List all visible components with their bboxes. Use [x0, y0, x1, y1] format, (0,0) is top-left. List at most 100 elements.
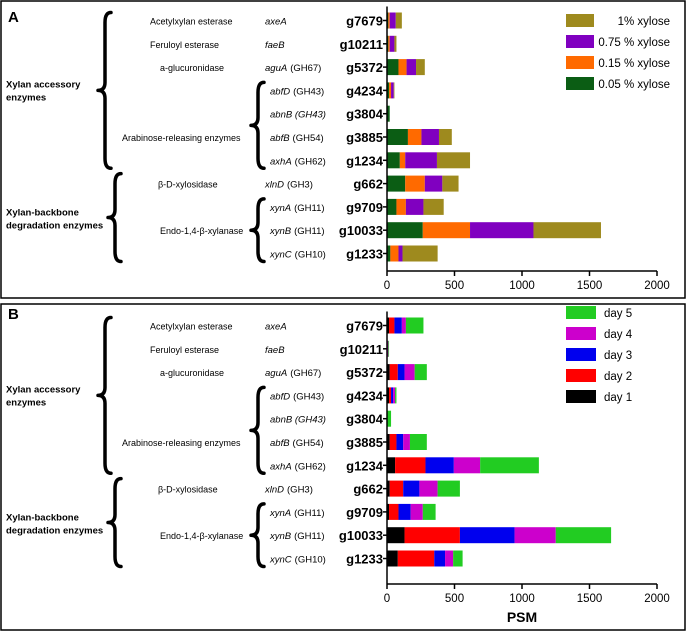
bar-segment — [402, 245, 438, 262]
group-label: enzymes — [6, 92, 46, 103]
gene-label: abfD (GH43) — [270, 86, 324, 97]
x-tick-label: 2000 — [644, 593, 670, 605]
legend-label: day 2 — [604, 371, 632, 383]
bar-segment — [398, 503, 411, 520]
legend-swatch — [566, 77, 594, 90]
backbone-brace — [106, 476, 123, 569]
gh-label: (GH62) — [295, 461, 326, 472]
gene-id-label: g10211 — [340, 342, 383, 357]
bar-segment — [403, 480, 420, 497]
bar-segment — [453, 550, 463, 567]
bar-segment — [395, 12, 402, 29]
bar-segment — [387, 245, 391, 262]
bar-segment — [387, 222, 423, 239]
bar-segment — [404, 527, 460, 544]
bar-segment — [459, 527, 515, 544]
legend-label: 0.05 % xylose — [598, 79, 670, 91]
gene-id-label: g1233 — [346, 247, 383, 262]
gene-label: xynB (GH11) — [269, 226, 325, 237]
enzyme-label: Arabinose-releasing enzymes — [122, 133, 241, 143]
bar-segment — [422, 503, 436, 520]
gh-label: (GH67) — [290, 63, 321, 74]
gh-label: (GH67) — [290, 368, 321, 379]
group-label: Xylan-backbone — [6, 208, 79, 219]
bar-segment — [387, 129, 408, 145]
gene-label: abnB (GH43) — [270, 110, 326, 121]
gene-label: aguA (GH67) — [265, 368, 321, 379]
bar-segment — [387, 550, 398, 567]
legend-swatch — [566, 56, 594, 69]
bar-segment — [397, 550, 435, 567]
gh-label: (GH43) — [293, 86, 324, 97]
bar-segment — [405, 317, 424, 334]
gene-id-label: g9709 — [346, 505, 383, 520]
bar-segment — [480, 457, 539, 474]
legend-label: day 5 — [604, 308, 632, 320]
bar-segment — [453, 457, 481, 474]
bar-segment — [388, 35, 390, 52]
bar-segment — [405, 198, 424, 215]
bar-segment — [445, 550, 454, 567]
group-label: Xylan accessory — [6, 384, 81, 395]
legend-swatch — [566, 35, 594, 48]
bar-segment — [434, 550, 446, 567]
gene-id-label: g662 — [353, 177, 383, 192]
legend-label: 1% xylose — [618, 16, 670, 28]
legend-swatch — [566, 369, 596, 382]
bar-segment — [405, 175, 425, 192]
gene-id-label: g3804 — [346, 107, 384, 122]
legend-swatch — [566, 306, 596, 319]
bar-segment — [387, 364, 390, 381]
gene-id-label: g4234 — [346, 388, 384, 403]
enzyme-label: Acetylxylan esterase — [150, 17, 233, 27]
group-label: Xylan accessory — [6, 79, 81, 90]
group-label: Xylan-backbone — [6, 513, 79, 524]
x-tick-label: 1000 — [509, 280, 535, 292]
group-label: degradation enzymes — [6, 221, 103, 232]
enzyme-label: β-D-xylosidase — [158, 180, 218, 190]
legend-label: 0.75 % xylose — [598, 37, 670, 49]
bar-segment — [422, 222, 471, 239]
gh-label: (GH11) — [294, 508, 324, 519]
bar-segment — [389, 364, 398, 381]
gh-label: (GH11) — [294, 203, 324, 214]
bar-segment — [387, 59, 399, 76]
bar-segment — [389, 387, 392, 404]
bar-segment — [424, 175, 443, 192]
bar-segment — [398, 245, 403, 262]
x-tick-label: 500 — [445, 280, 464, 292]
gene-id-label: g9709 — [346, 200, 383, 215]
bar-segment — [555, 527, 612, 544]
bar-segment — [387, 82, 390, 99]
gh-label: (GH54) — [293, 438, 324, 449]
backbone-brace — [106, 171, 123, 264]
gh-label: (GH11) — [294, 531, 324, 542]
legend-swatch — [566, 390, 596, 403]
gene-id-label: g3885 — [346, 435, 383, 450]
bar-segment — [391, 82, 394, 99]
x-tick-label: 500 — [445, 593, 464, 605]
bar-segment — [514, 527, 556, 544]
legend-swatch — [566, 327, 596, 340]
gene-label: axeA — [265, 17, 287, 28]
gene-label: xynA (GH11) — [269, 203, 325, 214]
bar-segment — [388, 340, 390, 357]
enzyme-label: Acetylxylan esterase — [150, 322, 233, 332]
bar-segment — [423, 198, 444, 215]
bar-segment — [406, 59, 417, 76]
bar-segment — [389, 434, 397, 450]
gh-label: (GH3) — [287, 485, 313, 496]
gene-id-label: g662 — [353, 482, 383, 497]
bar-segment — [389, 317, 395, 334]
enzyme-label: Feruloyl esterase — [150, 345, 219, 355]
bar-segment — [416, 59, 425, 76]
gene-id-label: g3885 — [346, 130, 383, 145]
xylanase-brace — [249, 197, 266, 264]
gh-label: (GH3) — [287, 180, 313, 191]
enzyme-label: a-glucuronidase — [160, 368, 224, 378]
gene-id-label: g7679 — [346, 319, 383, 334]
gh-label: (GH62) — [295, 156, 326, 167]
gene-id-label: g5372 — [346, 60, 383, 75]
